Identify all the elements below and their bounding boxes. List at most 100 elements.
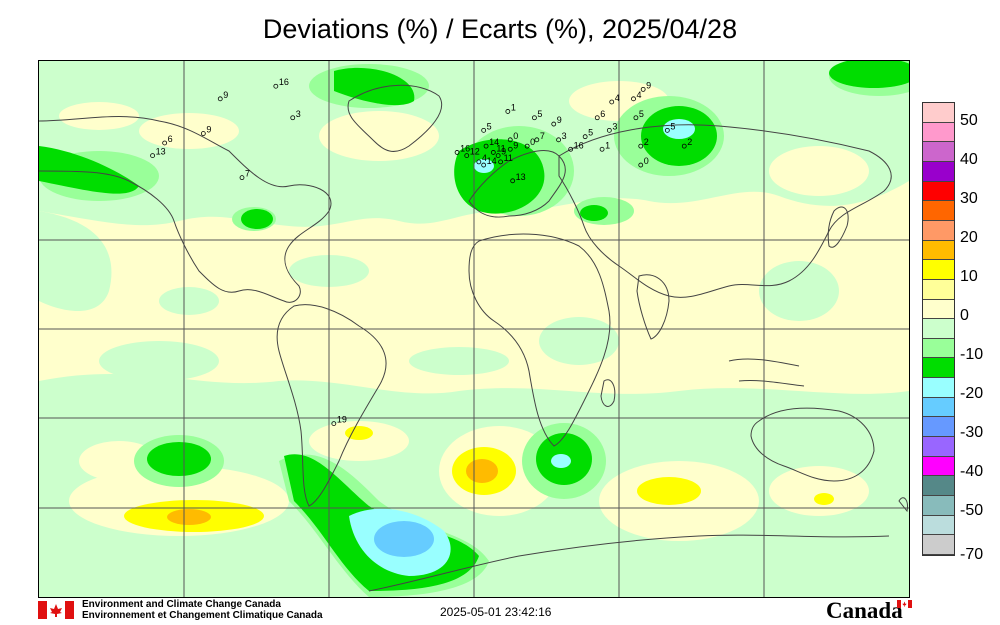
legend-swatch	[923, 103, 954, 123]
station-dot	[454, 150, 460, 155]
station-marker: 7	[534, 131, 545, 143]
legend-tick-label: -20	[960, 385, 984, 402]
station-dot	[640, 86, 646, 92]
station-label: 9	[513, 140, 518, 150]
legend-tick-label: -40	[960, 463, 984, 480]
organization-name: Environment and Climate Change Canada En…	[82, 599, 323, 621]
station-marker: 11	[498, 153, 513, 165]
station-label: 2	[644, 137, 649, 147]
station-label: 9	[501, 147, 506, 157]
coastlines	[39, 84, 908, 592]
legend-swatch	[923, 456, 954, 477]
legend-swatch	[923, 260, 954, 280]
station-marker: 9	[551, 115, 562, 127]
legend-tick-label: -10	[960, 346, 984, 363]
station-dot	[481, 127, 487, 133]
station-dot	[594, 115, 600, 121]
station-dot	[150, 153, 155, 158]
station-label: 12	[470, 147, 480, 157]
legend-tick-label: 50	[960, 112, 978, 129]
station-dot	[507, 146, 513, 152]
station-marker: 3	[556, 131, 567, 143]
canada-flag-icon	[38, 601, 74, 619]
station-label: 4	[482, 153, 487, 163]
station-marker: 2	[681, 137, 692, 149]
station-marker: 9	[507, 140, 518, 152]
station-dot	[664, 127, 670, 133]
legend-swatch	[923, 496, 954, 516]
station-marker: 16	[273, 77, 289, 89]
legend-swatch	[923, 161, 954, 182]
legend-swatch	[923, 338, 954, 359]
org-name-en: Environment and Climate Change Canada	[82, 599, 281, 610]
legend-swatch	[923, 220, 954, 241]
station-label: 13	[516, 172, 526, 182]
station-dot	[495, 153, 501, 158]
station-dot	[606, 127, 612, 133]
legend-tick-label: -70	[960, 546, 984, 563]
legend-tick-label: -30	[960, 424, 984, 441]
station-marker: 5	[582, 128, 593, 140]
station-label: 6	[600, 109, 605, 119]
station-marker: 5	[664, 121, 675, 133]
station-dot	[556, 137, 561, 143]
timestamp: 2025-05-01 23:42:16	[440, 605, 552, 619]
station-dot	[490, 150, 496, 155]
station-marker: 13	[150, 147, 166, 158]
station-label: 3	[562, 131, 567, 141]
station-marker: 11	[490, 143, 506, 155]
station-dot	[481, 162, 487, 168]
station-label: 7	[540, 131, 545, 141]
station-marker: 12	[464, 147, 480, 158]
station-label: 9	[557, 115, 562, 125]
station-label: 13	[156, 147, 166, 157]
station-dot	[507, 137, 513, 143]
station-dot	[681, 143, 687, 149]
station-label: 19	[337, 415, 347, 425]
station-dot	[162, 140, 168, 146]
station-dot	[582, 134, 588, 140]
station-marker: 14	[481, 156, 497, 168]
station-dot	[239, 175, 245, 181]
station-dot	[568, 146, 574, 152]
station-label: 9	[646, 80, 651, 90]
legend-swatch	[923, 142, 954, 162]
legend-tick-label: 0	[960, 307, 969, 324]
station-dot	[290, 115, 296, 121]
station-marker: 5	[481, 121, 492, 133]
deviation-map: 16 9 3 9 6 13 7 1 5 14 16 12 11 9 14 4 11 13 0 9 0 7 5 9 3 16 5 6 1 3…	[38, 60, 910, 598]
legend-swatch	[923, 240, 954, 261]
station-label: 6	[168, 134, 173, 144]
station-dot	[534, 137, 540, 143]
station-label: 1	[605, 140, 610, 150]
station-marker: 4	[631, 90, 642, 102]
station-label: 3	[612, 121, 617, 131]
station-dot	[638, 143, 644, 149]
station-label: 5	[588, 128, 593, 138]
station-marker: 16	[568, 140, 584, 152]
station-label: 4	[637, 90, 642, 100]
station-dot	[631, 96, 636, 102]
station-label: 5	[487, 121, 492, 131]
station-dot	[505, 109, 511, 114]
station-marker: 13	[510, 172, 526, 184]
station-dot	[331, 421, 337, 426]
station-marker: 1	[505, 102, 516, 114]
station-dot	[551, 121, 557, 127]
map-title: Deviations (%) / Ecarts (%), 2025/04/28	[262, 14, 738, 44]
legend-swatch	[923, 299, 954, 320]
legend-tick-label: 20	[960, 229, 978, 246]
legend-swatch	[923, 535, 954, 555]
station-marker: 14	[483, 137, 499, 149]
station-marker: 5	[633, 109, 644, 121]
station-marker: 9	[640, 80, 651, 92]
graticule	[39, 61, 909, 597]
station-marker: 7	[239, 169, 250, 181]
station-marker: 9	[217, 90, 228, 102]
station-dot	[609, 99, 615, 105]
station-label: 2	[687, 137, 692, 147]
station-label: 14	[489, 137, 499, 147]
station-dot	[464, 153, 470, 158]
station-label: 7	[245, 169, 250, 179]
